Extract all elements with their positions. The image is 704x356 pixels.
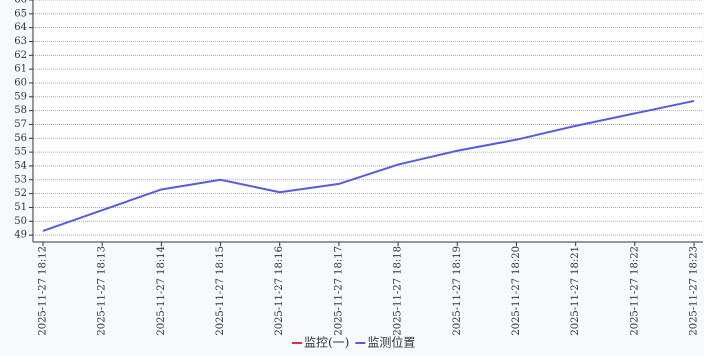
y-tick-label: 64 [14,22,27,33]
y-tick-label: 54 [14,160,27,171]
legend-label: 监控(一) [304,336,349,350]
x-tick-label: 2025-11-27 18:15 [215,246,226,336]
x-tick-label: 2025-11-27 18:14 [156,246,167,336]
y-tick-label: 61 [14,64,27,75]
x-tick-label: 2025-11-27 18:13 [97,246,108,336]
series-line [42,99,695,232]
y-tick-label: 49 [14,230,27,241]
y-tick-label: 52 [14,188,27,199]
legend-label: 监测位置 [367,335,415,350]
x-tick-label: 2025-11-27 18:18 [393,246,404,336]
y-tick-label: 58 [14,105,27,116]
x-tick-label: 2025-11-27 18:21 [570,246,581,336]
y-tick-label: 55 [14,147,27,158]
y-tick-label: 63 [14,36,27,47]
y-tick-label: 59 [14,91,27,102]
x-tick-label: 2025-11-27 18:23 [689,246,700,336]
y-tick-label: 50 [14,216,27,227]
y-tick-label: 51 [14,202,27,213]
y-tick-label: 65 [14,8,27,19]
y-tick-label: 66 [14,0,27,6]
y-tick-label: 56 [14,133,27,144]
x-tick-label: 2025-11-27 18:17 [333,246,344,336]
y-tick-label: 62 [14,50,27,61]
y-tick-label: 60 [14,77,27,88]
plot-area [33,0,703,242]
x-tick-label: 2025-11-27 18:22 [629,246,640,336]
x-tick-label: 2025-11-27 18:16 [274,246,285,336]
x-tick-label: 2025-11-27 18:19 [452,246,463,336]
y-tick-label: 57 [14,119,27,130]
x-tick-label: 2025-11-27 18:20 [511,246,522,336]
y-tick-label: 53 [14,174,27,185]
x-tick-label: 2025-11-27 18:12 [38,246,49,336]
